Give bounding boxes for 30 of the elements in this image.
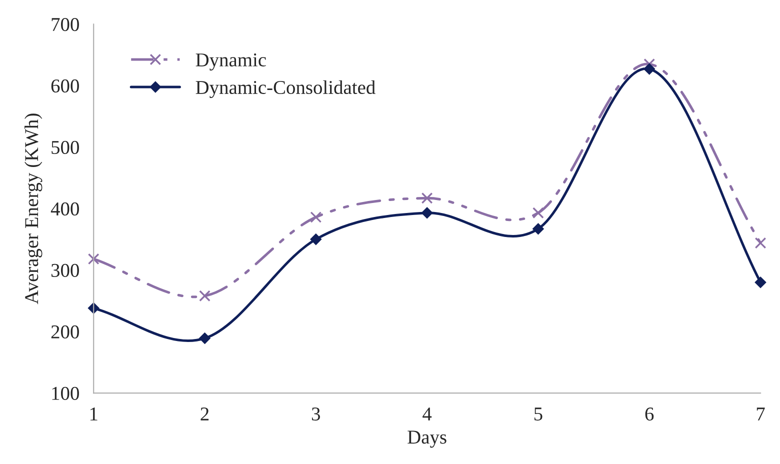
y-tick-label: 400 (50, 202, 79, 216)
point (532, 223, 544, 234)
x-tick-label: 3 (312, 408, 320, 421)
point (754, 276, 766, 288)
y-tick-label: 300 (51, 264, 79, 277)
x-tick-label: 4 (422, 408, 432, 420)
x-tick-label: 1 (90, 408, 98, 420)
x-axis-title: Days (408, 430, 446, 448)
y-tick-label: 200 (51, 325, 79, 338)
point (310, 211, 322, 223)
point (754, 237, 766, 249)
point (199, 332, 210, 344)
point (310, 234, 322, 245)
legend-label: Dynamic (196, 53, 266, 70)
y-tick-label: 500 (52, 140, 79, 154)
x-tick-label: 7 (756, 408, 765, 420)
x-tick-label: 2 (200, 408, 209, 420)
y-axis-title: Averager Energy (KWh) (24, 114, 42, 304)
point (644, 63, 655, 75)
y-tick-label: 100 (52, 386, 79, 400)
y-tick-label: 700 (52, 18, 79, 32)
point (532, 207, 544, 219)
x-tick-label: 5 (534, 408, 542, 421)
point (88, 253, 100, 265)
x-tick-label: 6 (645, 408, 654, 421)
point (421, 207, 433, 218)
point (199, 290, 210, 302)
y-tick-label: 600 (51, 79, 79, 93)
point (421, 192, 433, 204)
legend-label: Dynamic-Consolidated (196, 80, 376, 98)
